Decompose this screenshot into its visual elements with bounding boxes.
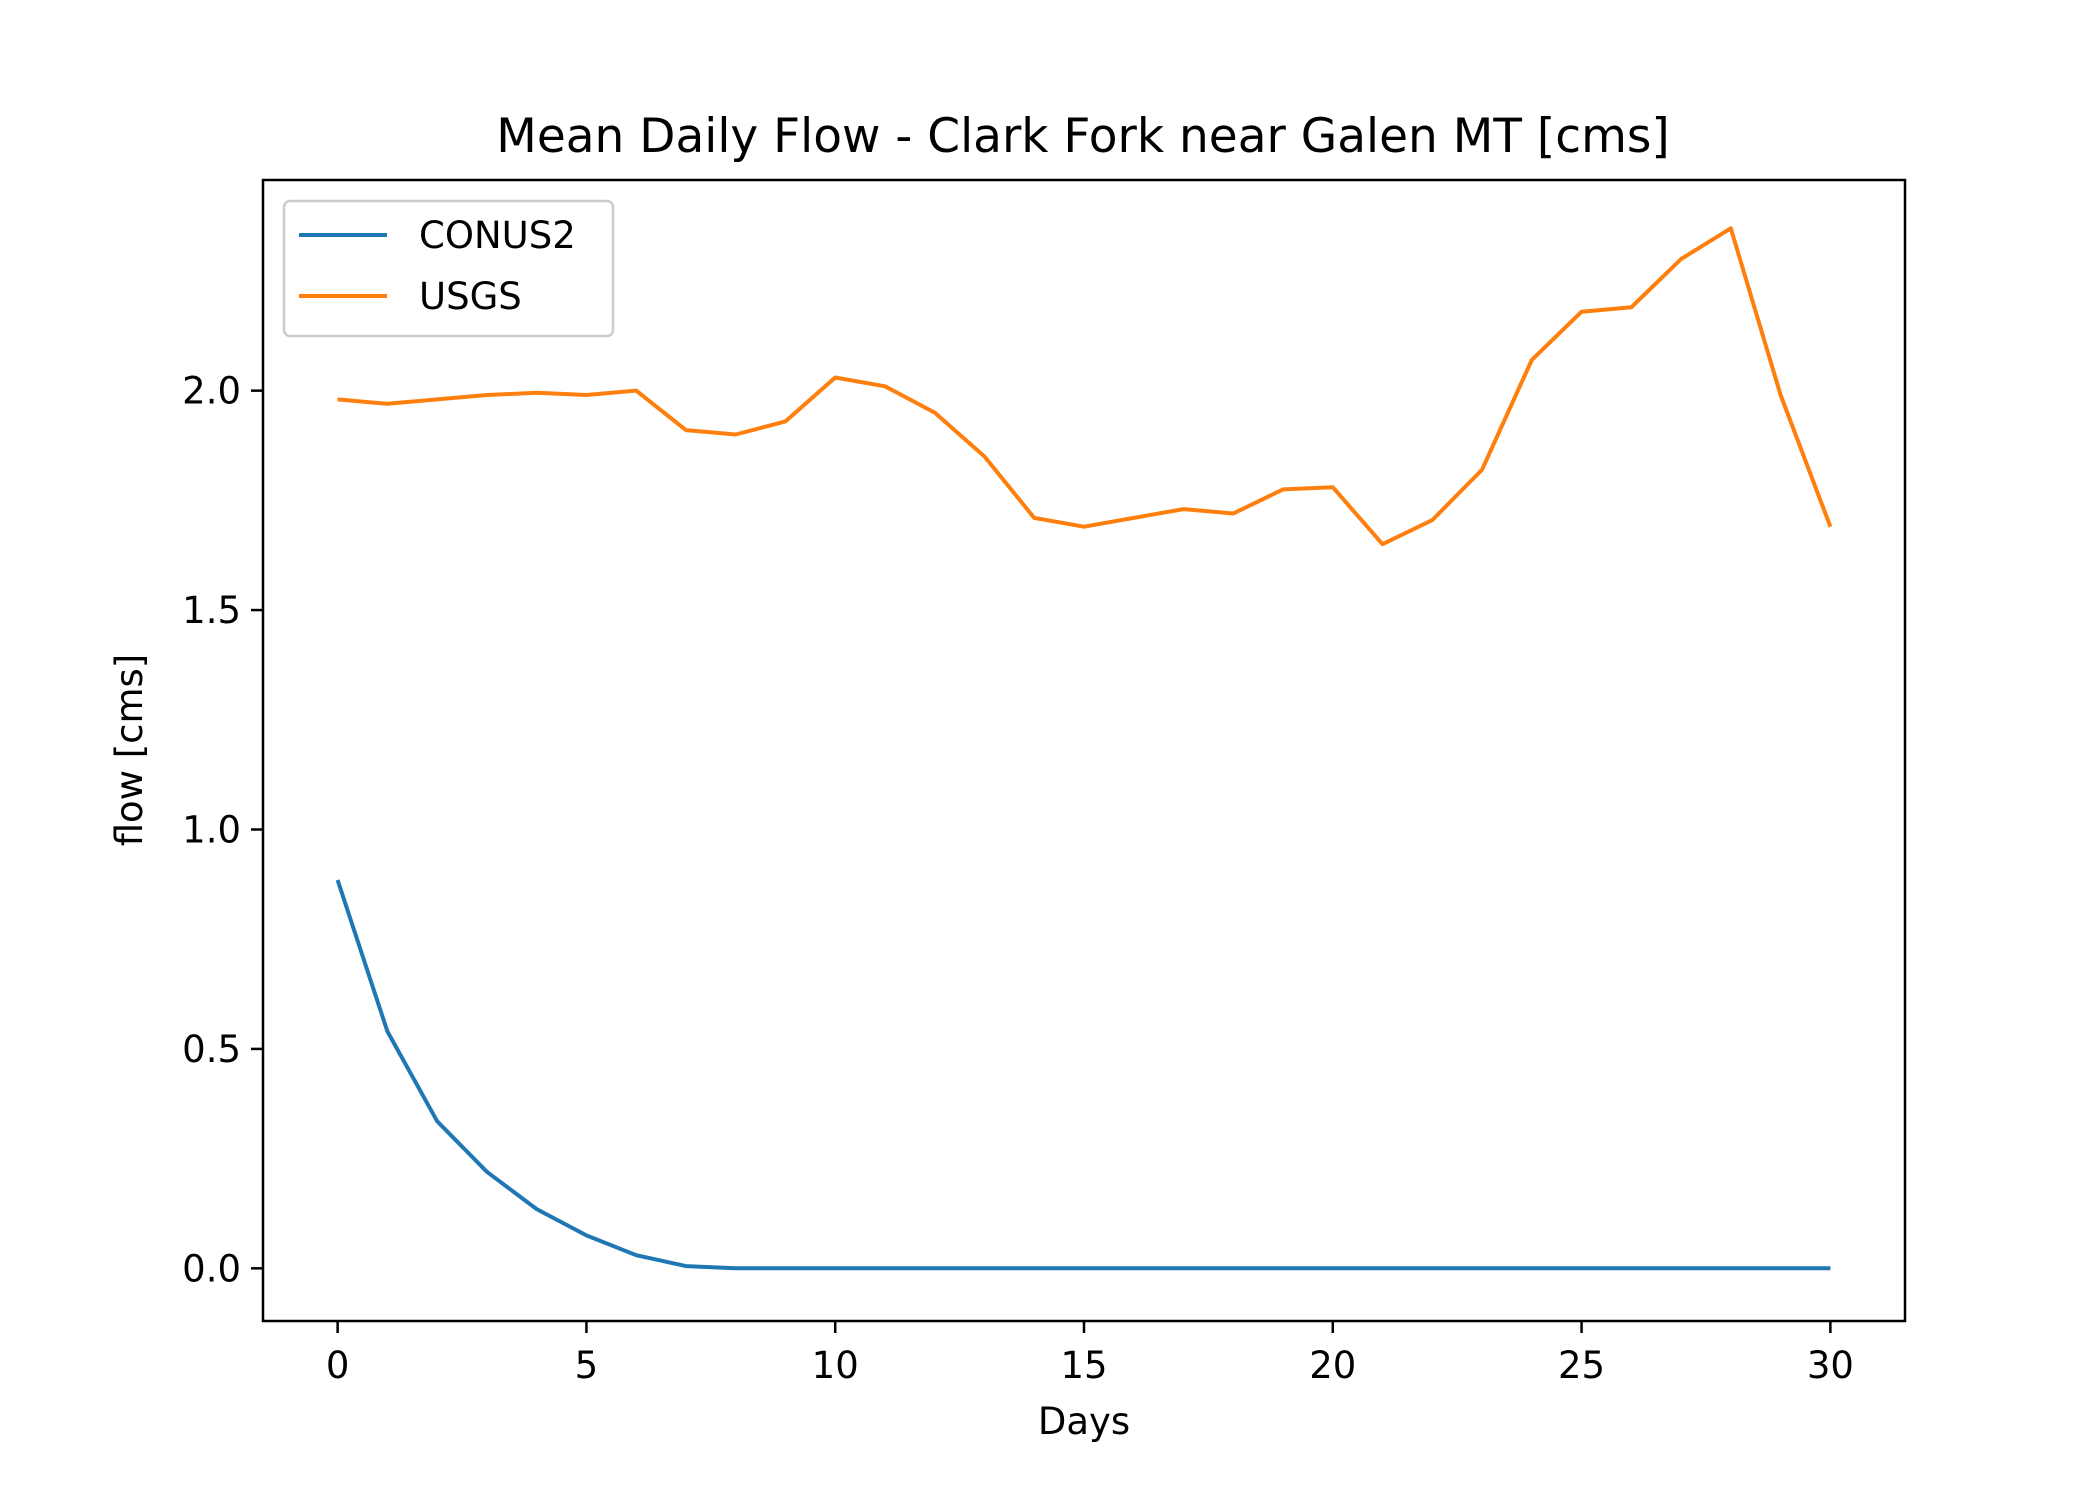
chart-title: Mean Daily Flow - Clark Fork near Galen … (496, 109, 1669, 164)
x-tick-label: 30 (1807, 1344, 1854, 1387)
plot-frame (261, 178, 1907, 1323)
x-tick-label: 10 (812, 1344, 859, 1387)
x-tick-label: 5 (575, 1344, 599, 1387)
legend: CONUS2 USGS (282, 199, 615, 338)
y-tick-label: 1.0 (182, 808, 241, 851)
x-tick-label: 25 (1558, 1344, 1605, 1387)
y-tick-label: 0.5 (182, 1028, 241, 1071)
legend-label-conus2: CONUS2 (419, 214, 576, 257)
x-tick-label: 20 (1309, 1344, 1356, 1387)
series-line-usgs (337, 226, 1833, 547)
series-layer (335, 226, 1833, 1271)
y-axis-label: flow [cms] (108, 654, 151, 847)
x-axis: 0 5 10 15 20 25 30 (326, 1321, 1854, 1387)
series-line-conus2 (335, 879, 1831, 1271)
x-tick-label: 15 (1060, 1344, 1107, 1387)
y-tick-label: 0.0 (182, 1247, 241, 1290)
x-tick-label: 0 (326, 1344, 350, 1387)
y-tick-label: 1.5 (182, 589, 241, 632)
x-axis-label: Days (1038, 1400, 1130, 1443)
y-tick-label: 2.0 (182, 370, 241, 413)
y-axis: 0.0 0.5 1.0 1.5 2.0 (182, 370, 263, 1290)
legend-label-usgs: USGS (419, 275, 522, 318)
